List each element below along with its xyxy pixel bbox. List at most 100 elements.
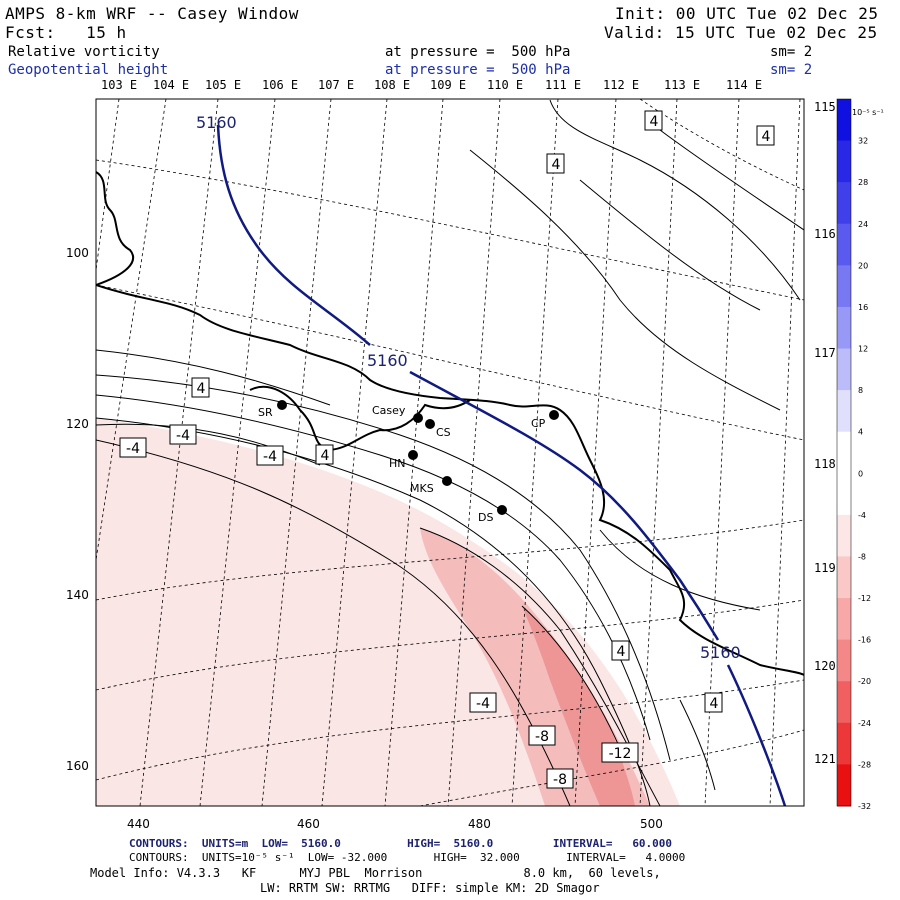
colorbar-swatch (837, 140, 851, 183)
x-tick-label: 440 (127, 817, 150, 831)
colorbar-swatch (837, 556, 851, 599)
grid-line (447, 99, 501, 806)
grid-line (574, 99, 617, 806)
vort-label: 4 (197, 381, 206, 397)
lon-label: 104 E (153, 78, 190, 92)
colorbar-swatch (837, 598, 851, 641)
vort-label: -8 (535, 729, 549, 745)
colorbar-tick-label: 0 (858, 469, 863, 478)
colorbar-swatch (837, 265, 851, 308)
vort-shade-lower (96, 795, 220, 806)
lon-label: 108 E (374, 78, 411, 92)
vort-label: -4 (126, 441, 140, 457)
station-marker-cs (425, 419, 435, 429)
lon-label: 112 E (603, 78, 640, 92)
y-tick-label: 160 (66, 759, 89, 773)
vort-contour (96, 423, 321, 466)
station-label: DS (478, 511, 493, 524)
vort-contour (96, 417, 651, 806)
vort-label: -4 (176, 428, 190, 444)
vort-label: -12 (609, 746, 632, 762)
x-tick-label: 480 (468, 817, 491, 831)
vort-contour (469, 149, 781, 411)
colorbar-swatch (837, 390, 851, 433)
colorbar-swatch (837, 514, 851, 557)
vort-contour (679, 699, 716, 791)
field2-level: at pressure = 500 hPa (385, 62, 571, 78)
lon-label: 113 E (664, 78, 701, 92)
vorticity-contour-info: CONTOURS: UNITS=10⁻⁵ s⁻¹ LOW= -32.000 HI… (129, 851, 686, 864)
station-label: Casey (372, 404, 406, 417)
plot-title: AMPS 8-km WRF -- Casey Window (5, 4, 299, 23)
grid-line (96, 519, 804, 601)
vort-contour (96, 439, 571, 806)
colorbar-frame (836, 98, 852, 807)
grid-line (96, 284, 804, 441)
height-contour-info: CONTOURS: UNITS=m LOW= 5160.0 HIGH= 5160… (129, 837, 673, 850)
colorbar-unit: 10⁻⁵ s⁻¹ (852, 108, 884, 117)
grid-line (639, 99, 804, 191)
vort-label: 4 (710, 696, 719, 712)
colorbar-swatch (837, 473, 851, 516)
station-marker-casey (413, 413, 423, 423)
colorbar-tick-label: -12 (858, 594, 871, 603)
colorbar-tick-label: 28 (858, 178, 868, 187)
grid-line (769, 99, 801, 806)
vort-label: 4 (650, 114, 659, 130)
vort-contour (96, 374, 671, 761)
station-markers (277, 400, 559, 515)
grid-line (96, 679, 804, 781)
grid-line (96, 159, 804, 301)
colorbar-tick-label: -16 (858, 636, 871, 645)
vort-label: 4 (762, 129, 771, 145)
station-label: MKS (410, 482, 434, 495)
y-tick-label: 140 (66, 588, 89, 602)
station-label: HN (389, 457, 406, 470)
lon-label: 106 E (262, 78, 299, 92)
grid-line (96, 599, 804, 691)
grid-line (704, 99, 740, 806)
station-marker-cp (549, 410, 559, 420)
colorbar-tick-label: -8 (858, 552, 866, 561)
vort-contour (96, 349, 331, 406)
height-contour-5160 (216, 124, 787, 806)
lon-label: 111 E (545, 78, 582, 92)
x-tick-label: 500 (640, 817, 663, 831)
colorbar-swatch (837, 348, 851, 391)
vort-label: -4 (476, 696, 490, 712)
vort-label: 4 (552, 157, 561, 173)
model-info: Model Info: V4.3.3 KF MYJ PBL Morrison 8… (90, 866, 661, 880)
lon-label: 109 E (430, 78, 467, 92)
field1-name: Relative vorticity (8, 44, 160, 60)
station-marker-ds (497, 505, 507, 515)
grid-line (511, 99, 559, 806)
colorbar-swatch (837, 431, 851, 474)
vort-label: -8 (553, 772, 567, 788)
valid-time: Valid: 15 UTC Tue 02 Dec 25 (604, 23, 878, 42)
y-tick-label: 120 (66, 417, 89, 431)
field2-name: Geopotential height (8, 62, 169, 78)
colorbar-tick-label: 16 (858, 303, 868, 312)
colorbar-tick-label: 20 (858, 261, 868, 270)
station-marker-sr (277, 400, 287, 410)
vort-contour (96, 394, 651, 741)
height-label: 5160 (700, 643, 741, 662)
lon-label: 105 E (205, 78, 242, 92)
colorbar-swatch (837, 306, 851, 350)
lon-label: 110 E (487, 78, 524, 92)
colorbar-tick-label: 24 (858, 220, 868, 229)
colorbar-tick-label: 8 (858, 386, 863, 395)
grid-line (139, 99, 219, 806)
vort-contour (579, 179, 761, 311)
field1-smoothing: sm= 2 (770, 44, 813, 60)
colorbar-swatch (837, 182, 851, 225)
y-tick-label: 100 (66, 246, 89, 260)
height-label: 5160 (196, 113, 237, 132)
colorbar: 32 28 24 20 16 12 8 4 0 -4 -8 -12 -16 -20 -24 -28 -32 (836, 98, 871, 811)
x-tick-label: 460 (297, 817, 320, 831)
field1-level: at pressure = 500 hPa (385, 44, 571, 60)
station-label: CS (436, 426, 451, 439)
colorbar-swatch (837, 639, 851, 682)
colorbar-tick-label: 12 (858, 345, 868, 354)
